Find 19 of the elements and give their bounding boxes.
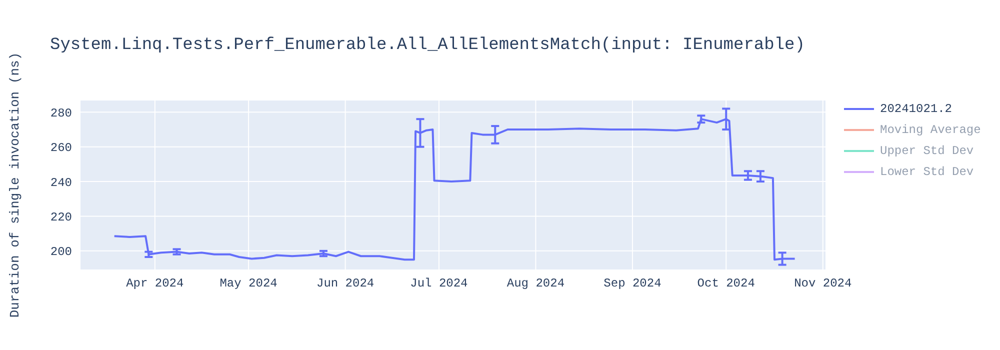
x-tick-label: Jul 2024 xyxy=(410,276,468,291)
x-tick-label: Aug 2024 xyxy=(506,276,565,291)
x-tick-label: Apr 2024 xyxy=(126,276,184,291)
y-tick-label: 260 xyxy=(50,141,72,156)
legend-label: Moving Average xyxy=(880,122,981,136)
x-tick-label: Oct 2024 xyxy=(697,276,755,291)
y-tick-label: 220 xyxy=(50,210,72,224)
x-tick-label: Sep 2024 xyxy=(604,276,662,291)
y-tick-label: 280 xyxy=(50,106,72,120)
x-tick-label: May 2024 xyxy=(220,276,278,291)
y-tick-label: 200 xyxy=(50,245,72,260)
legend-label: Lower Std Dev xyxy=(880,164,974,178)
x-tick-label: Nov 2024 xyxy=(794,276,852,291)
y-tick-label: 240 xyxy=(50,176,72,190)
legend-label: 20241021.2 xyxy=(880,102,952,116)
legend-label: Upper Std Dev xyxy=(880,144,974,158)
chart-title: System.Linq.Tests.Perf_Enumerable.All_AllElementsMatch(input: IEnumerable) xyxy=(50,36,805,55)
y-axis-title: Duration of single invocation (ns) xyxy=(8,52,23,318)
x-tick-label: Jun 2024 xyxy=(316,276,374,291)
